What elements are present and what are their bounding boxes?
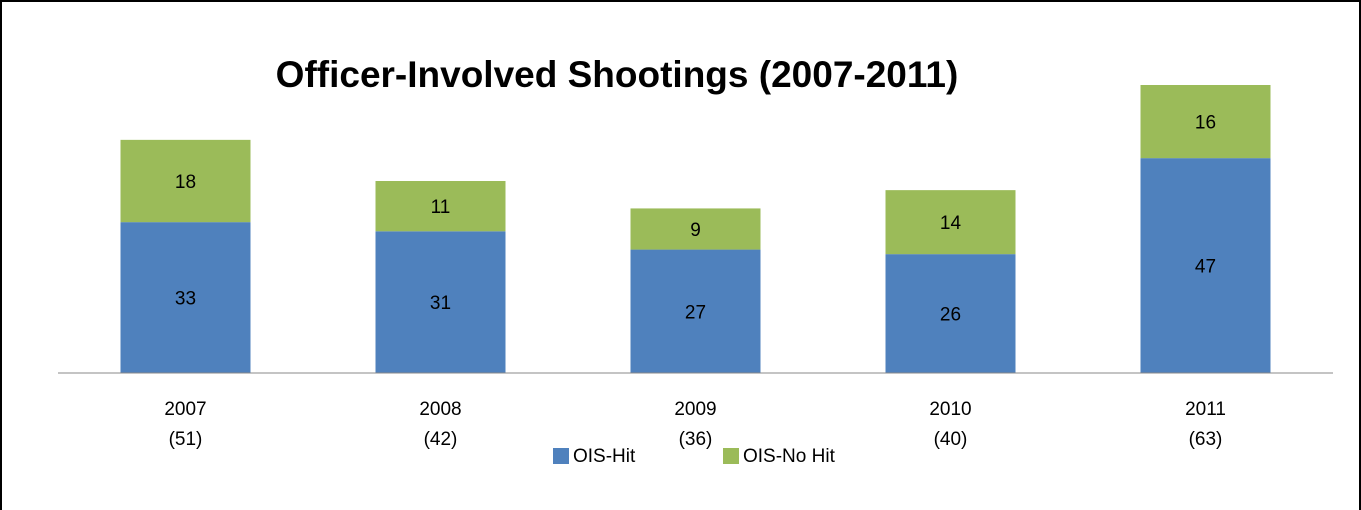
x-tick-label: 2008 bbox=[419, 399, 461, 420]
x-tick-sublabel: (63) bbox=[1189, 429, 1223, 450]
x-tick-sublabel: (42) bbox=[424, 429, 458, 450]
legend-label: OIS-No Hit bbox=[743, 446, 836, 467]
data-label: 18 bbox=[175, 172, 196, 193]
x-tick-label: 2009 bbox=[674, 399, 716, 420]
data-label: 11 bbox=[431, 197, 451, 218]
bar-segment bbox=[1140, 158, 1271, 373]
data-label: 16 bbox=[1195, 113, 1216, 134]
bar-segment bbox=[885, 254, 1016, 373]
bar-segment bbox=[120, 139, 251, 223]
bar-segment bbox=[630, 249, 761, 373]
legend-label: OIS-Hit bbox=[573, 446, 636, 467]
bar-segment bbox=[375, 231, 506, 373]
legend-swatch bbox=[553, 448, 569, 464]
x-tick-sublabel: (40) bbox=[934, 429, 968, 450]
x-tick-sublabel: (36) bbox=[679, 429, 713, 450]
x-tick-label: 2007 bbox=[164, 399, 206, 420]
x-tick-sublabel: (51) bbox=[169, 429, 203, 450]
legend-swatch bbox=[723, 448, 739, 464]
data-label: 27 bbox=[685, 302, 706, 323]
data-label: 9 bbox=[690, 220, 701, 241]
x-tick-label: 2011 bbox=[1185, 399, 1226, 420]
data-label: 33 bbox=[175, 289, 196, 310]
data-label: 31 bbox=[430, 293, 451, 314]
bar-segment bbox=[375, 181, 506, 232]
data-label: 26 bbox=[940, 305, 961, 326]
bar-segment bbox=[120, 222, 251, 373]
bar-segment bbox=[630, 208, 761, 250]
bar-segment bbox=[885, 190, 1016, 255]
chart-title: Officer-Involved Shootings (2007-2011) bbox=[276, 54, 959, 95]
bar-segment bbox=[1140, 85, 1271, 159]
data-label: 47 bbox=[1195, 257, 1216, 278]
data-label: 14 bbox=[940, 213, 962, 234]
x-tick-label: 2010 bbox=[929, 399, 971, 420]
